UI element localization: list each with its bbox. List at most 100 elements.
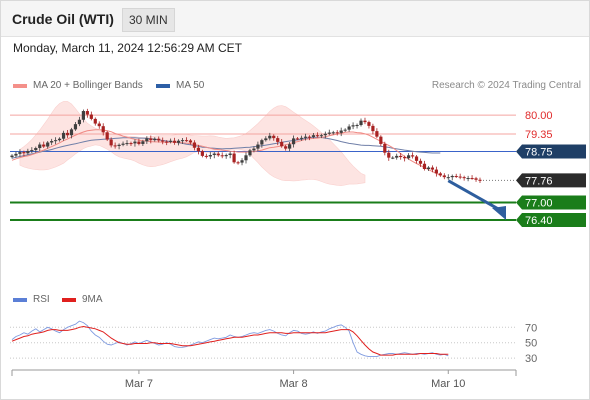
rsi-line [11, 320, 449, 358]
candle-body [450, 175, 454, 178]
candle-body [180, 140, 185, 142]
legend-swatch [62, 297, 76, 302]
candle-body [454, 175, 458, 177]
candle-body [407, 155, 411, 159]
support-price-badge [516, 212, 586, 227]
candle-body [240, 160, 244, 163]
candle-body [347, 126, 351, 130]
candle-body [410, 155, 415, 157]
candle-body [50, 141, 54, 143]
candle-body [188, 140, 193, 143]
current-price-label: 78.75 [525, 147, 553, 159]
candle-body [375, 131, 379, 137]
last-price-label: 77.76 [525, 175, 553, 187]
rsi-tick-label: 50 [525, 338, 537, 350]
candle-body [38, 144, 42, 149]
current-price-badge [516, 144, 586, 159]
candle-body [288, 144, 292, 149]
candle-body [331, 132, 335, 134]
candle-body [391, 157, 395, 159]
candle-body [129, 143, 133, 145]
candle-body [280, 141, 284, 147]
candle-body [295, 138, 300, 140]
candle-body [18, 152, 22, 154]
candle-body [89, 114, 93, 119]
candle-body [474, 178, 478, 180]
candle-body [311, 135, 316, 137]
legend-swatch [13, 297, 27, 302]
candle-body [117, 144, 121, 146]
candle-body [343, 129, 347, 131]
candle-body [284, 146, 288, 149]
candle-body [339, 130, 343, 133]
candle-body [355, 125, 359, 127]
candle-body [327, 132, 331, 134]
candle-body [121, 143, 125, 145]
candle-body [315, 135, 319, 137]
candle-body [236, 162, 240, 164]
candle-body [109, 139, 113, 146]
candle-body [85, 111, 89, 115]
timeframe-button[interactable]: 30 MIN [122, 8, 175, 32]
x-tick-label: Mar 10 [431, 378, 465, 390]
projection-arrow [447, 179, 501, 212]
candle-body [438, 173, 442, 176]
support-price-label: 76.40 [525, 215, 553, 227]
candle-body [22, 152, 26, 154]
candle-body [422, 163, 427, 169]
candle-body [466, 178, 470, 180]
candle-body [244, 155, 248, 161]
candle-body [319, 135, 323, 137]
bollinger-band [19, 101, 366, 186]
last-price-badge [516, 173, 586, 188]
candle-body [212, 153, 216, 156]
candle-body [291, 138, 296, 145]
candle-body [97, 123, 101, 127]
candle-body [73, 124, 78, 130]
candle-body [57, 138, 62, 141]
candle-body [14, 153, 18, 156]
rsi-tick-label: 70 [525, 322, 537, 334]
candle-body [42, 144, 46, 147]
support-price-label: 77.00 [525, 198, 553, 210]
legend-label: RSI [33, 294, 50, 305]
candle-body [176, 140, 181, 143]
candle-body [478, 179, 482, 181]
candle-body [307, 136, 312, 138]
legend-9ma: 9MA [62, 294, 103, 305]
rsi-tick-label: 30 [525, 353, 537, 365]
candle-body [252, 148, 256, 151]
candle-body [204, 155, 208, 157]
candle-body [256, 144, 260, 149]
candle-body [446, 177, 450, 179]
candle-body [403, 157, 407, 159]
candle-body [232, 153, 236, 163]
candle-body [208, 155, 212, 157]
candle-body [299, 137, 304, 139]
legend-label: 9MA [82, 294, 103, 305]
instrument-title: Crude Oil (WTI) [12, 11, 114, 27]
candle-body [30, 150, 34, 152]
candle-body [34, 148, 38, 151]
candle-body [268, 135, 272, 139]
x-tick-label: Mar 8 [280, 378, 308, 390]
legend-ma50: MA 50 [156, 80, 204, 91]
candle-body [379, 136, 383, 144]
candle-body [192, 142, 197, 148]
rsi-ma9-line [11, 325, 449, 356]
candle-body [367, 122, 371, 126]
candle-body [216, 153, 220, 156]
candle-body [426, 167, 431, 169]
candle-body [371, 125, 375, 132]
resistance-label: 79.35 [525, 129, 553, 141]
candle-body [69, 129, 74, 136]
ma50-line [11, 136, 441, 159]
candle-body [149, 138, 153, 141]
candle-body [363, 120, 367, 123]
candle-body [264, 138, 268, 141]
legend-label: MA 20 + Bollinger Bands [33, 80, 143, 91]
candle-body [272, 135, 276, 139]
candle-body [161, 140, 165, 142]
candle-body [10, 155, 14, 158]
candle-body [414, 156, 419, 161]
